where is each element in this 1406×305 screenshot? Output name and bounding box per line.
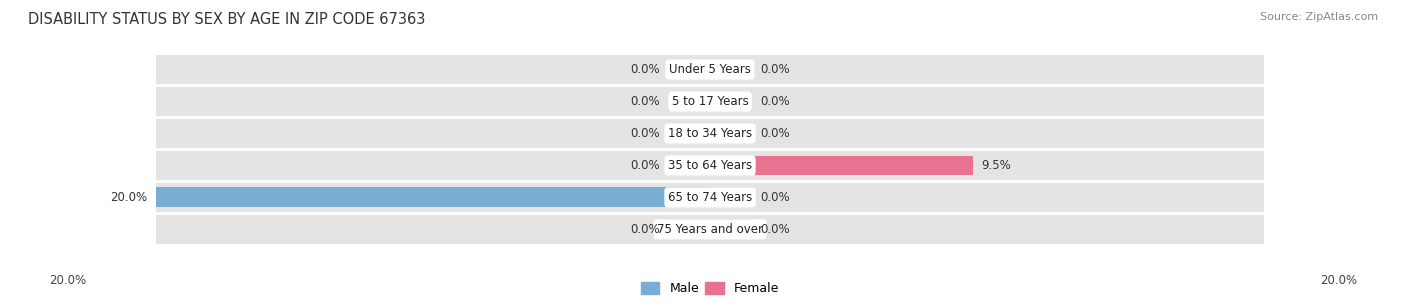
- Text: 0.0%: 0.0%: [630, 63, 661, 76]
- Bar: [668, 92, 710, 111]
- Bar: [710, 188, 752, 207]
- Bar: [710, 151, 1264, 180]
- Bar: [710, 156, 973, 175]
- Bar: [156, 151, 710, 180]
- Text: 5 to 17 Years: 5 to 17 Years: [672, 95, 748, 108]
- Text: 20.0%: 20.0%: [111, 191, 148, 204]
- Text: DISABILITY STATUS BY SEX BY AGE IN ZIP CODE 67363: DISABILITY STATUS BY SEX BY AGE IN ZIP C…: [28, 12, 426, 27]
- Text: 0.0%: 0.0%: [759, 223, 790, 236]
- Text: 75 Years and over: 75 Years and over: [657, 223, 763, 236]
- Text: 20.0%: 20.0%: [1320, 274, 1357, 287]
- Text: 0.0%: 0.0%: [759, 191, 790, 204]
- Bar: [710, 183, 1264, 212]
- Text: 18 to 34 Years: 18 to 34 Years: [668, 127, 752, 140]
- Text: 35 to 64 Years: 35 to 64 Years: [668, 159, 752, 172]
- Bar: [668, 156, 710, 175]
- Bar: [156, 215, 710, 244]
- Text: 0.0%: 0.0%: [759, 95, 790, 108]
- Text: Under 5 Years: Under 5 Years: [669, 63, 751, 76]
- Bar: [710, 119, 1264, 148]
- Bar: [710, 55, 1264, 84]
- Bar: [710, 124, 752, 143]
- Bar: [668, 124, 710, 143]
- Text: 20.0%: 20.0%: [49, 274, 86, 287]
- Bar: [710, 215, 1264, 244]
- Bar: [156, 188, 710, 207]
- Bar: [156, 87, 710, 116]
- Text: 0.0%: 0.0%: [759, 127, 790, 140]
- Text: Source: ZipAtlas.com: Source: ZipAtlas.com: [1260, 12, 1378, 22]
- Text: 0.0%: 0.0%: [630, 127, 661, 140]
- Text: 65 to 74 Years: 65 to 74 Years: [668, 191, 752, 204]
- Text: 9.5%: 9.5%: [981, 159, 1011, 172]
- Text: 0.0%: 0.0%: [759, 63, 790, 76]
- Bar: [710, 60, 752, 80]
- Bar: [668, 219, 710, 239]
- Text: 0.0%: 0.0%: [630, 159, 661, 172]
- Bar: [156, 55, 710, 84]
- Text: 0.0%: 0.0%: [630, 95, 661, 108]
- Bar: [156, 119, 710, 148]
- Bar: [668, 60, 710, 80]
- Bar: [710, 87, 1264, 116]
- Bar: [710, 219, 752, 239]
- Text: 0.0%: 0.0%: [630, 223, 661, 236]
- Bar: [156, 183, 710, 212]
- Legend: Male, Female: Male, Female: [636, 277, 785, 300]
- Bar: [710, 92, 752, 111]
